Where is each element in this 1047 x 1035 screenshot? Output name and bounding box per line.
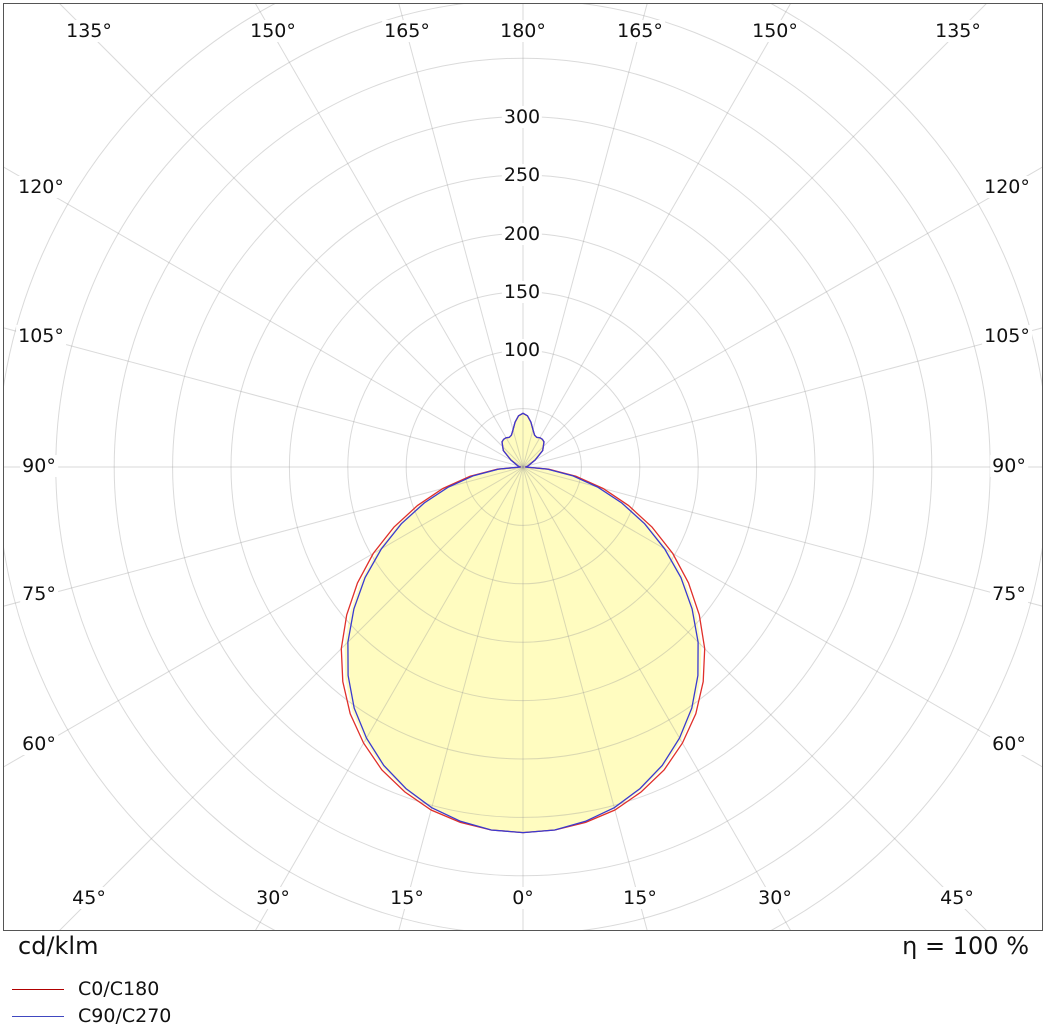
- angle-grid-line: [522, 466, 1042, 768]
- unit-label: cd/klm: [18, 932, 99, 960]
- angle-label-left-120: 120°: [16, 176, 66, 198]
- angle-label-top-150-right: 150°: [750, 20, 800, 42]
- angle-grid-line: [522, 166, 1042, 468]
- legend-item-c0-c180: C0/C180: [12, 978, 159, 1000]
- angle-label-right-90: 90°: [990, 455, 1028, 477]
- angle-label-right-105: 105°: [982, 325, 1032, 347]
- angle-grid-line: [59, 466, 524, 930]
- legend-line-blue: [12, 1015, 64, 1017]
- radial-grid-ring: [464, 408, 582, 526]
- angle-grid-line: [522, 4, 648, 468]
- polar-plot-area: [3, 3, 1043, 931]
- angle-label-top-135-right: 135°: [933, 20, 983, 42]
- angle-grid-line: [255, 466, 524, 930]
- legend-label: C0/C180: [78, 978, 160, 1000]
- angle-grid-line: [522, 466, 791, 930]
- angle-label-left-105: 105°: [16, 325, 66, 347]
- angle-label-right-75: 75°: [990, 583, 1028, 605]
- angle-label-right-60: 60°: [990, 733, 1028, 755]
- angle-label-top-165-left: 165°: [382, 20, 432, 42]
- angle-grid-line: [398, 4, 524, 468]
- legend-label: C90/C270: [78, 1005, 172, 1027]
- intensity-fill: [344, 413, 702, 833]
- angle-grid-line: [522, 4, 791, 468]
- angle-grid-line: [522, 466, 1042, 607]
- angle-label-left-60: 60°: [20, 733, 58, 755]
- radial-tick-100: 100: [501, 339, 543, 361]
- angle-grid-line: [255, 4, 524, 468]
- radial-tick-300: 300: [501, 106, 543, 128]
- angle-grid-line: [4, 166, 524, 468]
- radial-grid-ring: [113, 57, 933, 877]
- angle-label-top-150-left: 150°: [248, 20, 298, 42]
- angle-label-bottom-30-left: 30°: [254, 887, 292, 909]
- angle-label-bottom-30-right: 30°: [756, 887, 794, 909]
- radial-tick-150: 150: [501, 281, 543, 303]
- polar-chart: [4, 4, 1042, 930]
- angle-label-bottom-15-right: 15°: [621, 887, 659, 909]
- angle-grid-line: [59, 4, 524, 468]
- angle-label-bottom-45-left: 45°: [70, 887, 108, 909]
- radial-tick-250: 250: [501, 164, 543, 186]
- efficiency-label: η = 100 %: [902, 932, 1029, 960]
- angle-grid-line: [4, 466, 524, 768]
- angle-label-right-120: 120°: [982, 176, 1032, 198]
- angle-label-bottom-45-right: 45°: [938, 887, 976, 909]
- curve-c90-c270: [347, 412, 699, 834]
- angle-label-top-135-left: 135°: [64, 20, 114, 42]
- angle-label-left-75: 75°: [20, 583, 58, 605]
- angle-grid-line: [4, 327, 524, 468]
- angle-label-left-90: 90°: [20, 455, 58, 477]
- angle-grid-line: [522, 4, 987, 468]
- angle-label-top-165-right: 165°: [615, 20, 665, 42]
- legend-line-red: [12, 988, 64, 990]
- legend-item-c90-c270: C90/C270: [12, 1005, 171, 1027]
- angle-grid-line: [522, 327, 1042, 468]
- angle-label-bottom-0: 0°: [510, 887, 536, 909]
- angle-grid-line: [522, 466, 987, 930]
- radial-tick-200: 200: [501, 223, 543, 245]
- angle-label-top-180: 180°: [498, 20, 548, 42]
- angle-label-bottom-15-left: 15°: [388, 887, 426, 909]
- angle-grid-line: [4, 466, 524, 607]
